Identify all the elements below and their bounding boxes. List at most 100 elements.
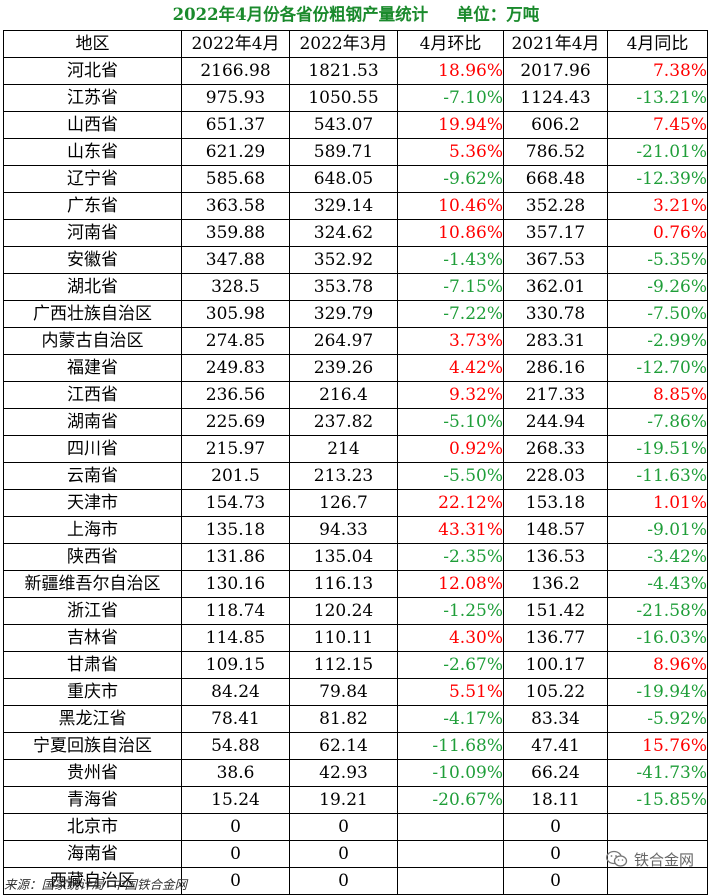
- cell-region: 山东省: [3, 138, 182, 166]
- cell-mom: 22.12%: [397, 489, 504, 517]
- table-row: 福建省 249.83 239.26 4.42% 286.16 -12.70%: [3, 354, 708, 382]
- cell-mom: -2.67%: [397, 651, 504, 679]
- cell-region: 河南省: [3, 219, 182, 247]
- cell-apr-2021: 0: [503, 813, 608, 841]
- header-mom: 4月环比: [397, 30, 504, 58]
- cell-apr-2022: 236.56: [181, 381, 290, 409]
- cell-apr-2022: 54.88: [181, 732, 290, 760]
- table-row: 青海省 15.24 19.21 -20.67% 18.11 -15.85%: [3, 786, 708, 814]
- cell-yoy: -9.26%: [607, 273, 708, 301]
- header-apr-2021: 2021年4月: [503, 30, 608, 58]
- cell-mar-2022: 81.82: [289, 705, 398, 733]
- cell-yoy: -19.94%: [607, 678, 708, 706]
- cell-yoy: -5.35%: [607, 246, 708, 274]
- cell-apr-2022: 114.85: [181, 624, 290, 652]
- cell-apr-2021: 105.22: [503, 678, 608, 706]
- cell-yoy: -7.50%: [607, 300, 708, 328]
- cell-apr-2022: 201.5: [181, 462, 290, 490]
- cell-region: 河北省: [3, 57, 182, 85]
- cell-yoy: 0.76%: [607, 219, 708, 247]
- cell-mar-2022: 126.7: [289, 489, 398, 517]
- cell-mom: 5.36%: [397, 138, 504, 166]
- cell-mar-2022: 135.04: [289, 543, 398, 571]
- cell-mom: 43.31%: [397, 516, 504, 544]
- cell-yoy: -7.86%: [607, 408, 708, 436]
- cell-apr-2022: 118.74: [181, 597, 290, 625]
- cell-mom: -10.09%: [397, 759, 504, 787]
- cell-mar-2022: 62.14: [289, 732, 398, 760]
- cell-apr-2021: 83.34: [503, 705, 608, 733]
- cell-mom: -2.35%: [397, 543, 504, 571]
- cell-apr-2021: 283.31: [503, 327, 608, 355]
- table-row: 河北省 2166.98 1821.53 18.96% 2017.96 7.38%: [3, 57, 708, 85]
- cell-region: 安徽省: [3, 246, 182, 274]
- cell-apr-2021: 47.41: [503, 732, 608, 760]
- cell-region: 上海市: [3, 516, 182, 544]
- cell-apr-2021: 136.53: [503, 543, 608, 571]
- cell-apr-2022: 274.85: [181, 327, 290, 355]
- cell-apr-2021: 786.52: [503, 138, 608, 166]
- cell-apr-2022: 2166.98: [181, 57, 290, 85]
- cell-mom: 3.73%: [397, 327, 504, 355]
- cell-apr-2022: 78.41: [181, 705, 290, 733]
- cell-apr-2022: 975.93: [181, 84, 290, 112]
- header-yoy: 4月同比: [607, 30, 708, 58]
- cell-mom: 12.08%: [397, 570, 504, 598]
- cell-region: 贵州省: [3, 759, 182, 787]
- header-apr-2022: 2022年4月: [181, 30, 290, 58]
- cell-apr-2021: 148.57: [503, 516, 608, 544]
- table-row: 辽宁省 585.68 648.05 -9.62% 668.48 -12.39%: [3, 165, 708, 193]
- cell-region: 海南省: [3, 840, 182, 868]
- cell-apr-2022: 363.58: [181, 192, 290, 220]
- table-row: 内蒙古自治区 274.85 264.97 3.73% 283.31 -2.99%: [3, 327, 708, 355]
- table-row: 上海市 135.18 94.33 43.31% 148.57 -9.01%: [3, 516, 708, 544]
- cell-mom: -7.10%: [397, 84, 504, 112]
- table-row: 河南省 359.88 324.62 10.86% 357.17 0.76%: [3, 219, 708, 247]
- cell-yoy: 3.21%: [607, 192, 708, 220]
- cell-apr-2021: 362.01: [503, 273, 608, 301]
- steel-output-table: 地区 2022年4月 2022年3月 4月环比 2021年4月 4月同比 河北省…: [3, 30, 708, 895]
- cell-apr-2022: 109.15: [181, 651, 290, 679]
- cell-region: 云南省: [3, 462, 182, 490]
- cell-mar-2022: 324.62: [289, 219, 398, 247]
- cell-region: 广西壮族自治区: [3, 300, 182, 328]
- cell-mar-2022: 0: [289, 813, 398, 841]
- cell-yoy: 8.96%: [607, 651, 708, 679]
- cell-mar-2022: 237.82: [289, 408, 398, 436]
- cell-apr-2021: 244.94: [503, 408, 608, 436]
- cell-mar-2022: 353.78: [289, 273, 398, 301]
- cell-yoy: -16.03%: [607, 624, 708, 652]
- cell-yoy: -13.21%: [607, 84, 708, 112]
- cell-apr-2022: 347.88: [181, 246, 290, 274]
- cell-mar-2022: 1050.55: [289, 84, 398, 112]
- cell-apr-2021: 668.48: [503, 165, 608, 193]
- cell-mar-2022: 42.93: [289, 759, 398, 787]
- cell-mar-2022: 329.79: [289, 300, 398, 328]
- table-row: 黑龙江省 78.41 81.82 -4.17% 83.34 -5.92%: [3, 705, 708, 733]
- cell-region: 陕西省: [3, 543, 182, 571]
- cell-mar-2022: 112.15: [289, 651, 398, 679]
- cell-apr-2022: 154.73: [181, 489, 290, 517]
- cell-mom: 19.94%: [397, 111, 504, 139]
- cell-apr-2022: 15.24: [181, 786, 290, 814]
- cell-apr-2022: 130.16: [181, 570, 290, 598]
- watermark: 铁合金网: [606, 847, 694, 871]
- cell-apr-2022: 0: [181, 840, 290, 868]
- cell-mom: -4.17%: [397, 705, 504, 733]
- cell-apr-2021: 352.28: [503, 192, 608, 220]
- cell-mom: 4.30%: [397, 624, 504, 652]
- table-row: 重庆市 84.24 79.84 5.51% 105.22 -19.94%: [3, 678, 708, 706]
- cell-region: 北京市: [3, 813, 182, 841]
- table-row: 云南省 201.5 213.23 -5.50% 228.03 -11.63%: [3, 462, 708, 490]
- cell-apr-2021: 151.42: [503, 597, 608, 625]
- cell-mom: 5.51%: [397, 678, 504, 706]
- cell-apr-2022: 38.6: [181, 759, 290, 787]
- cell-region: 青海省: [3, 786, 182, 814]
- cell-yoy: -41.73%: [607, 759, 708, 787]
- cell-apr-2021: 217.33: [503, 381, 608, 409]
- cell-apr-2022: 225.69: [181, 408, 290, 436]
- header-mar-2022: 2022年3月: [289, 30, 398, 58]
- cell-apr-2022: 359.88: [181, 219, 290, 247]
- cell-apr-2021: 66.24: [503, 759, 608, 787]
- table-row: 湖北省 328.5 353.78 -7.15% 362.01 -9.26%: [3, 273, 708, 301]
